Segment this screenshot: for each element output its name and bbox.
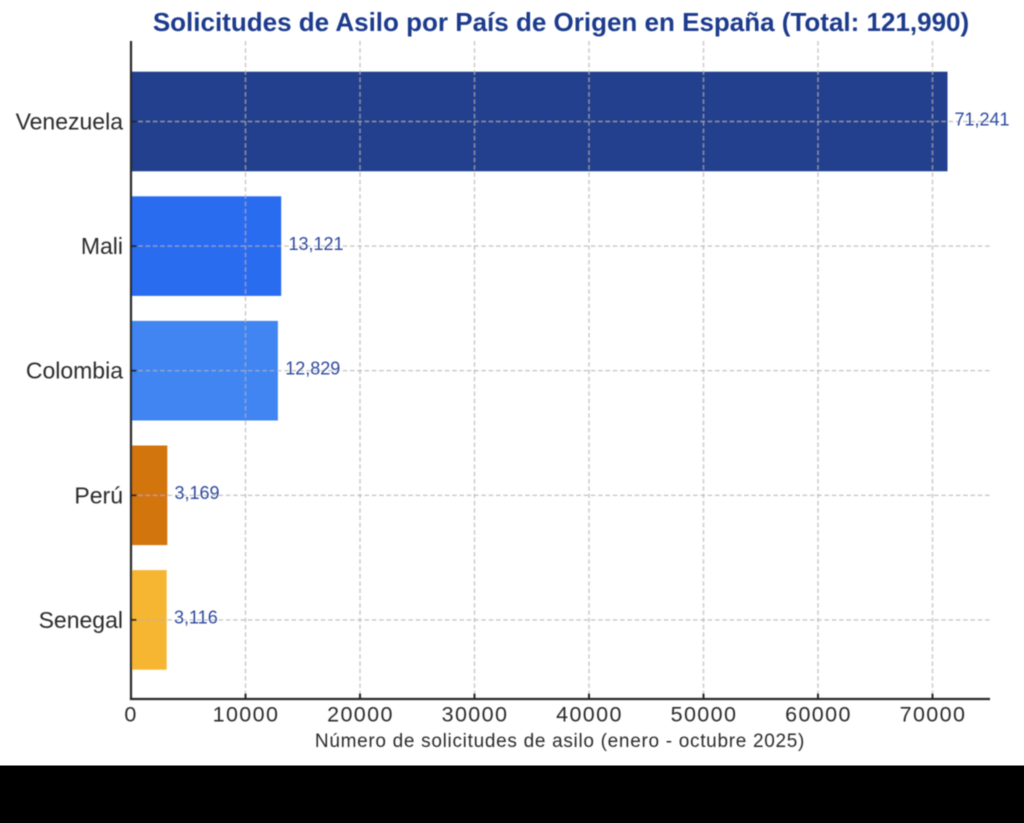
- svg-text:3,169: 3,169: [175, 483, 220, 503]
- svg-text:Solicitudes de Asilo por País: Solicitudes de Asilo por País de Origen …: [153, 7, 969, 37]
- svg-text:71,241: 71,241: [955, 109, 1010, 129]
- svg-text:Perú: Perú: [74, 482, 123, 508]
- svg-text:60000: 60000: [785, 703, 852, 727]
- svg-text:20000: 20000: [327, 703, 394, 727]
- svg-text:40000: 40000: [556, 703, 623, 727]
- svg-text:Senegal: Senegal: [39, 607, 123, 633]
- svg-text:70000: 70000: [900, 703, 967, 727]
- svg-text:Mali: Mali: [81, 233, 123, 259]
- svg-text:12,829: 12,829: [285, 359, 340, 379]
- svg-text:Colombia: Colombia: [26, 358, 123, 384]
- svg-text:50000: 50000: [671, 703, 738, 727]
- svg-text:13,121: 13,121: [289, 234, 344, 254]
- svg-text:Venezuela: Venezuela: [16, 109, 124, 135]
- svg-text:3,116: 3,116: [174, 608, 218, 628]
- svg-text:Número de solicitudes de asilo: Número de solicitudes de asilo (enero - …: [315, 731, 805, 752]
- svg-text:0: 0: [124, 703, 137, 727]
- svg-text:10000: 10000: [213, 703, 280, 727]
- svg-text:30000: 30000: [442, 703, 509, 727]
